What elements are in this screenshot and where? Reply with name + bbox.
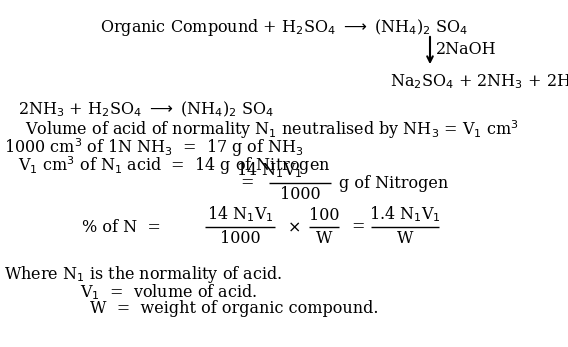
Text: 1000 cm$^3$ of 1N NH$_3$  =  17 g of NH$_3$: 1000 cm$^3$ of 1N NH$_3$ = 17 g of NH$_3… [4,136,304,159]
Text: 1000: 1000 [220,230,260,247]
Text: 1.4 N$_1$V$_1$: 1.4 N$_1$V$_1$ [369,204,441,224]
Text: 2NH$_3$ + H$_2$SO$_4$ $\longrightarrow$ (NH$_4$)$_2$ SO$_4$: 2NH$_3$ + H$_2$SO$_4$ $\longrightarrow$ … [18,100,274,119]
Text: 14 N$_1$V$_1$: 14 N$_1$V$_1$ [207,204,273,224]
Text: Where N$_1$ is the normality of acid.: Where N$_1$ is the normality of acid. [4,264,282,285]
Text: 1000: 1000 [279,186,320,203]
Text: 2NaOH: 2NaOH [436,41,496,58]
Text: V$_1$ cm$^3$ of N$_1$ acid  =  14 g of Nitrogen: V$_1$ cm$^3$ of N$_1$ acid = 14 g of Nit… [18,154,331,177]
Text: =: = [351,219,365,236]
Text: 100: 100 [309,207,339,224]
Text: Organic Compound + H$_2$SO$_4$ $\longrightarrow$ (NH$_4$)$_2$ SO$_4$: Organic Compound + H$_2$SO$_4$ $\longrig… [100,17,468,38]
Text: V$_1$  =  volume of acid.: V$_1$ = volume of acid. [80,282,257,302]
Text: =: = [240,175,254,192]
Text: % of N  =: % of N = [82,219,161,236]
Text: 14 N$_1$V$_1$: 14 N$_1$V$_1$ [236,160,302,180]
Text: Na$_2$SO$_4$ + 2NH$_3$ + 2H$_2$O: Na$_2$SO$_4$ + 2NH$_3$ + 2H$_2$O [390,72,568,91]
Text: g of Nitrogen: g of Nitrogen [339,175,448,192]
Text: W  =  weight of organic compound.: W = weight of organic compound. [90,300,378,317]
Text: W: W [316,230,332,247]
Text: W: W [397,230,414,247]
Text: Volume of acid of normality N$_1$ neutralised by NH$_3$ = V$_1$ cm$^3$: Volume of acid of normality N$_1$ neutra… [25,118,519,141]
Text: $\times$: $\times$ [287,219,300,236]
